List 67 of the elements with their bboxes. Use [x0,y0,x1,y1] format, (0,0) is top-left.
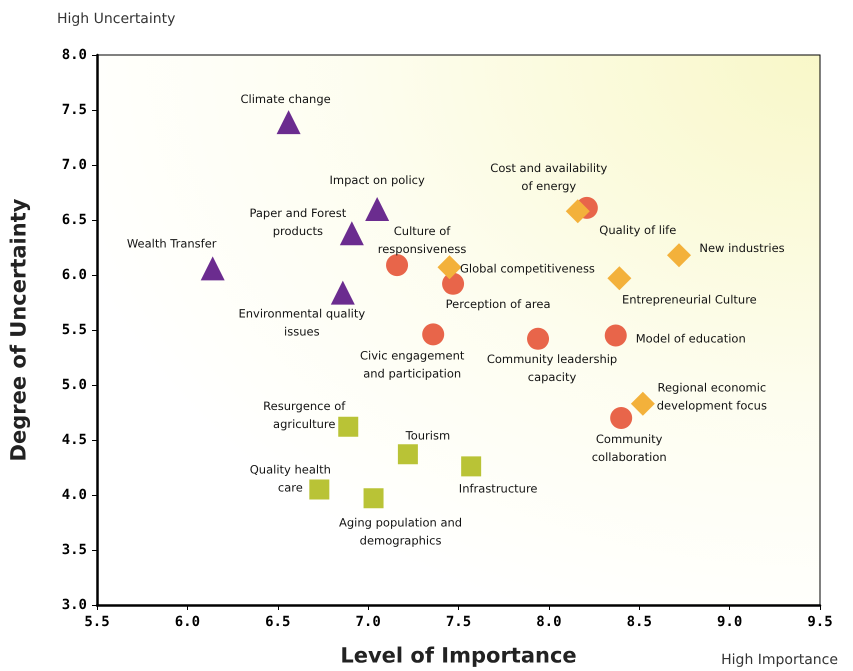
x-tick-label: 8.5 [626,614,652,630]
point [276,110,301,134]
point [461,456,482,476]
y-tick-label: 6.0 [62,267,87,283]
point [330,280,355,305]
x-tick-label: 6.5 [265,614,290,630]
text: High Uncertainty [57,11,176,27]
annotation: Model of education [636,332,746,346]
y-tick-label: 7.0 [62,157,87,173]
annotation: New industries [699,241,785,256]
point [610,407,632,429]
point [200,256,225,280]
y-axis-title: Degree of Uncertainty [6,198,30,462]
annotation: Community collaboration [592,432,667,464]
point [386,254,408,276]
point [364,488,384,508]
annotation: Cost and availability of energy [490,160,608,193]
annotation: Tourism [404,428,450,442]
point [309,480,330,500]
point [607,266,632,290]
y-tick-label: 4.0 [62,487,87,503]
point [338,416,358,437]
x-tick-label: 8.0 [536,614,562,630]
y-tick-label: 8.0 [62,47,87,63]
y-tick-label: 6.5 [62,212,87,228]
point [667,243,692,268]
annotation: Climate change [240,92,331,106]
point [442,272,464,295]
annotation: Quality of life [599,223,676,238]
annotation: Wealth Transfer [126,236,217,250]
point [604,324,627,346]
annotation: Entrepreneurial Culture [622,292,757,306]
y-tick-label: 3.0 [62,597,87,613]
annotation: Infrastructure [458,481,538,496]
point [630,392,655,416]
y-tick-label: 5.5 [62,322,87,338]
y-tick-label: 3.5 [62,542,87,558]
point [566,199,590,224]
x-axis-title: Level of Importance [340,644,577,668]
x-tick-label: 5.5 [84,614,110,630]
annotation: Resurgence of agriculture [263,398,346,431]
x-tick-label: 7.5 [446,614,472,630]
x-tick-label: 6.0 [174,614,200,630]
annotation: Community leadership capacity [486,352,618,384]
annotation: Quality health care [250,462,331,494]
annotation: Regional economic development focus [656,380,767,413]
annotation: Culture of responsiveness [378,224,466,256]
point [437,255,462,280]
y-tick-label: 7.5 [62,102,87,118]
point [398,444,418,464]
point [422,323,444,346]
point [365,197,390,221]
annotation: Environmental quality issues [238,306,366,339]
x-tick-label: 9.5 [807,614,833,630]
annotation: Civic engagement and participation [360,348,465,380]
annotation: Global competitiveness [460,261,595,276]
point [527,328,550,350]
annotation: Impact on policy [330,173,425,187]
annotation: Perception of area [446,296,550,311]
x-tick-label: 9.0 [716,614,742,630]
annotation: Paper and Forest products [249,206,347,238]
y-tick-label: 5.0 [62,377,87,393]
x-tick-label: 7.0 [355,614,381,630]
annotation: Aging population and demographics [339,515,462,548]
point [340,221,364,246]
y-tick-label: 4.5 [62,432,87,448]
text: High Importance [721,652,838,668]
